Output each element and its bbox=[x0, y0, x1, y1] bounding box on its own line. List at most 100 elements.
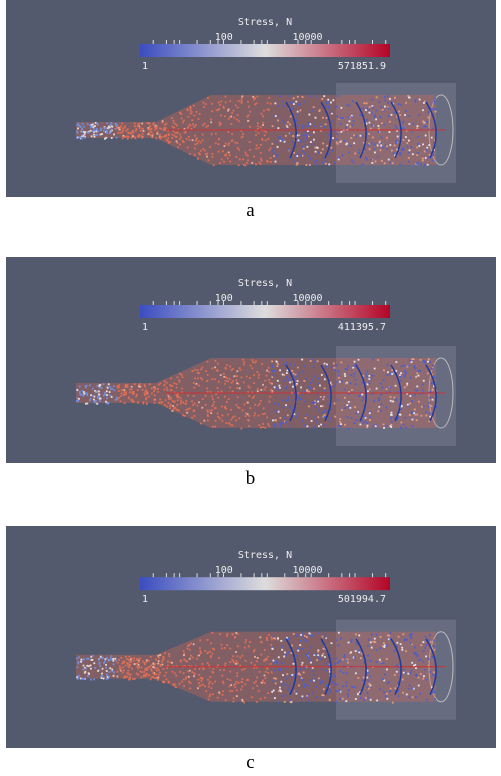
particle bbox=[213, 164, 215, 166]
particle bbox=[200, 677, 202, 679]
particle bbox=[225, 143, 227, 145]
particle bbox=[368, 382, 370, 384]
particle bbox=[100, 128, 102, 130]
particle bbox=[136, 662, 138, 664]
particle bbox=[339, 670, 341, 672]
particle bbox=[271, 365, 273, 367]
particle bbox=[117, 662, 119, 664]
particle bbox=[349, 126, 351, 128]
particle bbox=[412, 425, 414, 427]
particle bbox=[268, 149, 270, 151]
particle bbox=[144, 675, 146, 677]
particle bbox=[386, 425, 388, 427]
particle bbox=[229, 366, 231, 368]
particle bbox=[406, 383, 408, 385]
particle bbox=[283, 105, 285, 107]
particle bbox=[324, 416, 326, 418]
particle bbox=[355, 672, 357, 674]
particle bbox=[262, 124, 264, 126]
particle bbox=[157, 679, 159, 681]
particle bbox=[316, 421, 318, 423]
particle bbox=[205, 404, 207, 406]
particle bbox=[229, 679, 231, 681]
particle bbox=[311, 420, 313, 422]
particle bbox=[94, 667, 96, 669]
particle bbox=[252, 361, 254, 363]
particle bbox=[181, 681, 183, 683]
particle bbox=[189, 658, 191, 660]
particle bbox=[267, 138, 269, 140]
particle bbox=[298, 134, 300, 136]
particle bbox=[261, 682, 263, 684]
particle bbox=[82, 123, 84, 125]
particle bbox=[358, 634, 360, 636]
particle bbox=[192, 404, 194, 406]
particle bbox=[125, 130, 127, 132]
particle bbox=[77, 123, 79, 125]
particle bbox=[219, 669, 221, 671]
particle bbox=[310, 360, 312, 362]
particle bbox=[269, 396, 271, 398]
particle bbox=[398, 636, 400, 638]
particle bbox=[153, 122, 155, 124]
particle bbox=[394, 145, 396, 147]
particle bbox=[319, 109, 321, 111]
particle bbox=[353, 134, 355, 136]
particle bbox=[239, 407, 241, 409]
particle bbox=[382, 678, 384, 680]
particle bbox=[223, 376, 225, 378]
particle bbox=[92, 655, 94, 657]
particle bbox=[402, 121, 404, 123]
particle bbox=[417, 656, 419, 658]
particle bbox=[227, 131, 229, 133]
particle bbox=[314, 678, 316, 680]
particle bbox=[358, 152, 360, 154]
particle bbox=[94, 136, 96, 138]
particle bbox=[262, 426, 264, 428]
particle bbox=[408, 115, 410, 117]
particle bbox=[106, 130, 108, 132]
particle bbox=[100, 134, 102, 136]
particle bbox=[215, 420, 217, 422]
colorbar-max: 501994.7 bbox=[338, 594, 386, 605]
particle bbox=[83, 395, 85, 397]
particle bbox=[416, 419, 418, 421]
particle bbox=[286, 673, 288, 675]
particle bbox=[177, 142, 179, 144]
particle bbox=[408, 157, 410, 159]
particle bbox=[81, 138, 83, 140]
particle bbox=[290, 116, 292, 118]
particle bbox=[299, 372, 301, 374]
particle bbox=[113, 385, 115, 387]
particle bbox=[243, 403, 245, 405]
particle bbox=[213, 404, 215, 406]
particle bbox=[134, 678, 136, 680]
particle bbox=[395, 398, 397, 400]
particle bbox=[305, 134, 307, 136]
particle bbox=[106, 397, 108, 399]
colorbar-max: 571851.9 bbox=[338, 61, 386, 72]
particle bbox=[241, 376, 243, 378]
particle bbox=[317, 383, 319, 385]
particle bbox=[241, 95, 243, 97]
particle bbox=[133, 657, 135, 659]
particle bbox=[423, 380, 425, 382]
particle bbox=[411, 400, 413, 402]
particle bbox=[368, 143, 370, 145]
particle bbox=[432, 674, 434, 676]
particle bbox=[102, 668, 104, 670]
particle bbox=[347, 365, 349, 367]
particle bbox=[376, 649, 378, 651]
caption: b bbox=[0, 468, 501, 490]
particle bbox=[333, 363, 335, 365]
particle bbox=[100, 129, 102, 131]
particle bbox=[263, 681, 265, 683]
particle bbox=[196, 383, 198, 385]
particle bbox=[333, 673, 335, 675]
particle bbox=[179, 138, 181, 140]
particle bbox=[428, 665, 430, 667]
particle bbox=[211, 395, 213, 397]
particle bbox=[386, 137, 388, 139]
particle bbox=[206, 380, 208, 382]
particle bbox=[236, 672, 238, 674]
